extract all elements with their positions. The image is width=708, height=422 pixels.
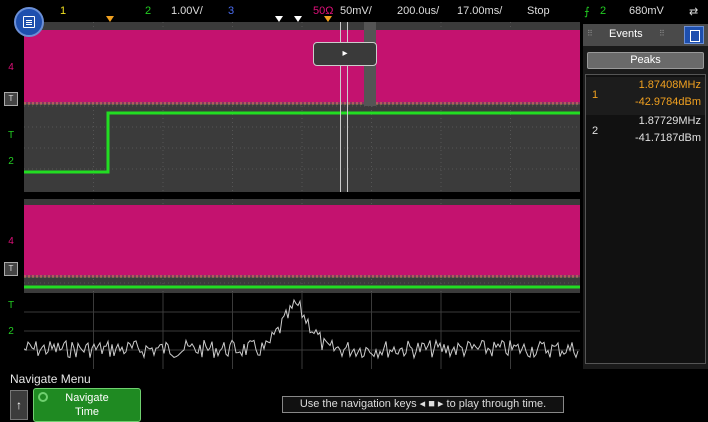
events-title: Events xyxy=(609,28,643,40)
main-menu-button[interactable] xyxy=(14,7,44,37)
ch3-indicator[interactable]: 3 xyxy=(228,5,235,17)
fft-trace-path xyxy=(24,298,579,360)
peak-row[interactable]: 1 1.87408MHz -42.9784dBm xyxy=(586,77,705,115)
ch4-noise-edge xyxy=(24,102,580,105)
navigate-time-softkey[interactable]: Navigate Time xyxy=(33,388,141,422)
ch2-label-lower-t: T xyxy=(7,300,15,311)
upper-waveform-window[interactable] xyxy=(24,22,580,192)
trigger-markers xyxy=(106,16,332,22)
events-header[interactable]: ⠿ Events ⠿ xyxy=(583,24,708,46)
peak-index: 2 xyxy=(592,125,599,137)
trigger-slope-icon: ⨍ xyxy=(584,6,590,18)
timebase-scale[interactable]: 200.0us/ xyxy=(397,5,440,17)
peak-row[interactable]: 2 1.87729MHz -41.7187dBm xyxy=(586,113,705,151)
ch1-indicator[interactable]: 1 xyxy=(60,5,67,17)
ch4-trace-upper xyxy=(24,30,580,104)
ch4-impedance: 50Ω xyxy=(313,5,334,17)
events-list-icon[interactable] xyxy=(684,26,704,44)
softkey-knob-icon xyxy=(38,392,48,402)
ch4-ground-marker-upper[interactable]: 4 xyxy=(8,62,14,73)
ch2-trace-upper xyxy=(24,111,580,174)
peak-index: 1 xyxy=(592,89,599,101)
ch2-trace-lower xyxy=(24,285,580,289)
peak-power: -41.7187dBm xyxy=(634,132,701,144)
softkey-label-line2: Time xyxy=(74,406,100,418)
status-bar: 1 2 1.00V/ 3 50Ω 50mV/ 200.0us/ 17.00ms/… xyxy=(0,0,708,22)
trigger-marker-lower[interactable]: T xyxy=(0,262,22,276)
softkey-label-line1: Navigate xyxy=(65,392,109,404)
trigger-level[interactable]: 680mV xyxy=(629,5,664,17)
zoom-window-marker[interactable] xyxy=(340,22,348,192)
ch2-ground-marker-upper[interactable]: 2 xyxy=(8,156,14,167)
menu-title: Navigate Menu xyxy=(10,372,91,386)
peak-frequency: 1.87408MHz xyxy=(638,79,701,91)
ch4-ground-marker-lower[interactable]: 4 xyxy=(8,236,14,247)
swap-icon[interactable]: ⇄ xyxy=(689,6,699,18)
navigation-hint: Use the navigation keys ◂ ■ ▸ to play th… xyxy=(282,396,564,413)
zoom-play-button[interactable]: ▸ xyxy=(313,42,377,66)
ch2-ground-marker-lower[interactable]: 2 xyxy=(8,326,14,337)
ch2-label-upper-t: T xyxy=(7,130,15,141)
trigger-marker-upper[interactable]: T xyxy=(0,92,22,106)
menu-back-button[interactable]: ↑ xyxy=(10,390,28,420)
tab-peaks[interactable]: Peaks xyxy=(587,52,704,69)
delay-value[interactable]: 17.00ms/ xyxy=(457,5,503,17)
peaks-list[interactable]: 1 1.87408MHz -42.9784dBm 2 1.87729MHz -4… xyxy=(585,74,706,364)
ch4-scale: 50mV/ xyxy=(340,5,372,17)
peak-frequency: 1.87729MHz xyxy=(638,115,701,127)
ch2-scale: 1.00V/ xyxy=(171,5,203,17)
peak-power: -42.9784dBm xyxy=(634,96,701,108)
lower-zoom-window[interactable] xyxy=(24,199,580,369)
events-panel: ⠿ Events ⠿ Peaks 1 1.87408MHz -42.9784dB… xyxy=(583,24,708,369)
menu-icon xyxy=(23,16,35,28)
ch4-noise-edge-lower xyxy=(24,275,580,278)
events-drag-icon-2: ⠿ xyxy=(659,29,665,38)
events-drag-icon: ⠿ xyxy=(587,29,593,38)
run-state[interactable]: Stop xyxy=(527,5,550,17)
ch2-indicator[interactable]: 2 xyxy=(145,5,152,17)
fft-trace xyxy=(24,298,579,360)
ch4-trace-lower xyxy=(24,205,580,277)
trigger-source[interactable]: 2 xyxy=(600,5,607,17)
